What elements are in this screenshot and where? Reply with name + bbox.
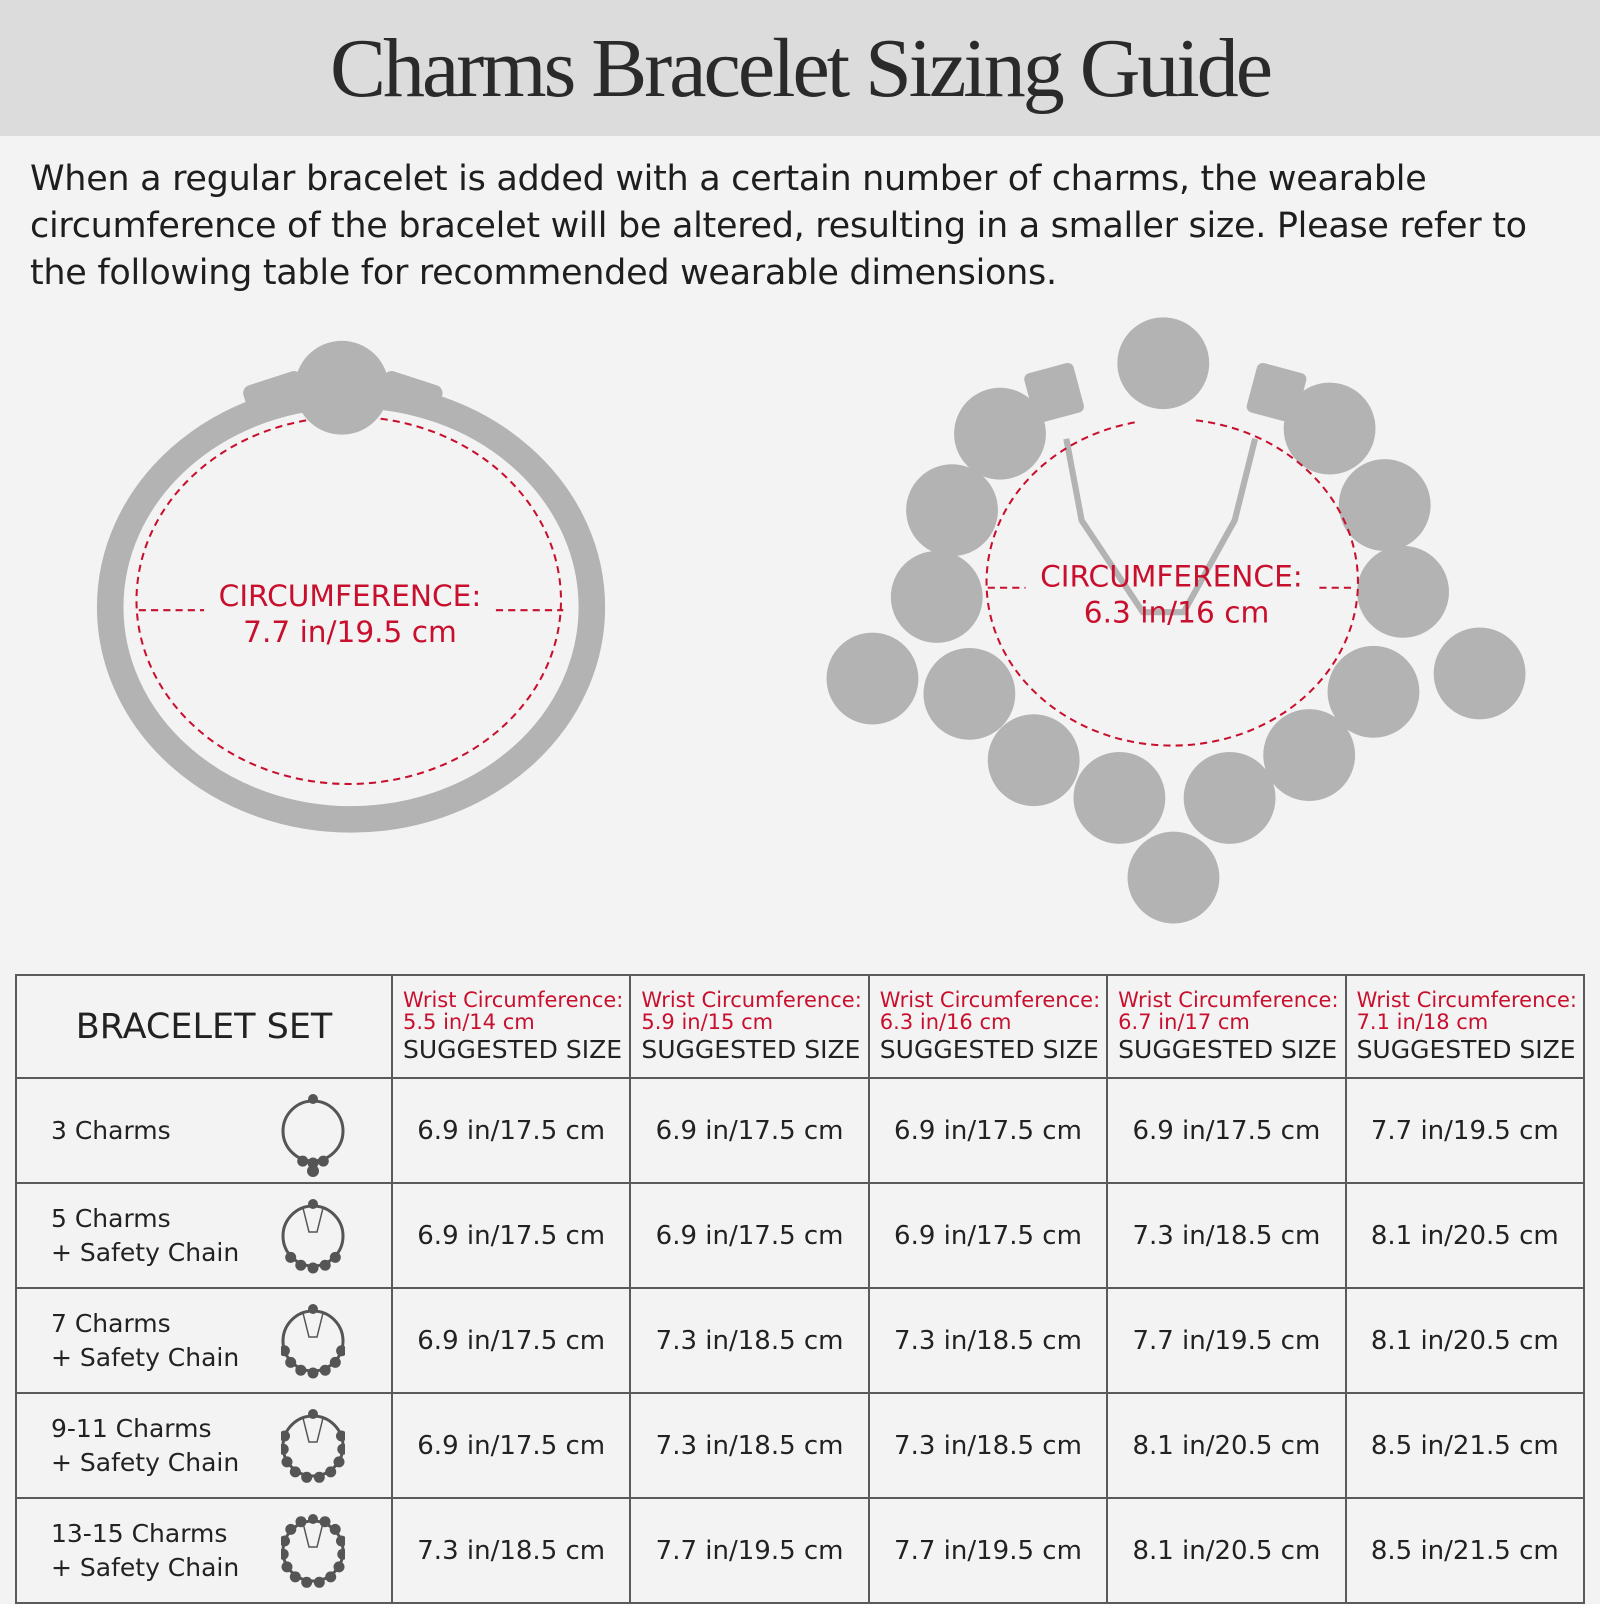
- bracelet-13-15-charms-icon: [281, 1514, 345, 1588]
- bracelet-5-charms-icon: [281, 1199, 345, 1274]
- set-name: 7 Charms: [51, 1308, 171, 1338]
- table-row: 13-15 Charms + Safety Chain 7.3 in/18.5 cm…: [15, 1497, 1586, 1604]
- table-row: 9-11 Charms + Safety Chain 6.9 in/17.5 cm 7…: [15, 1392, 1586, 1499]
- bracelet-3-charms-icon: [281, 1094, 345, 1177]
- wrist-column-header: Wrist Circumference: 5.5 in/14 cm SUGGESTE…: [390, 974, 632, 1079]
- suggested-size-cell: 8.1 in/20.5 cm: [1344, 1182, 1586, 1289]
- charmed-circumference-label: CIRCUMFERENCE:: [1040, 560, 1303, 594]
- suggested-size-cell: 6.9 in/17.5 cm: [390, 1077, 632, 1184]
- bracelet-9-11-charms-icon: [281, 1409, 345, 1483]
- suggested-size-cell: 6.9 in/17.5 cm: [867, 1077, 1109, 1184]
- intro-text: When a regular bracelet is added with a …: [30, 159, 1527, 293]
- bracelet-set-header: BRACELET SET: [15, 974, 393, 1079]
- set-sub: + Safety Chain: [51, 1237, 240, 1267]
- set-sub: + Safety Chain: [51, 1447, 240, 1477]
- bracelet-set-cell: 13-15 Charms + Safety Chain: [15, 1497, 393, 1604]
- suggested-size-cell: 7.3 in/18.5 cm: [867, 1392, 1109, 1499]
- bracelet-set-cell: 9-11 Charms + Safety Chain: [15, 1392, 393, 1499]
- suggested-size-cell: 7.3 in/18.5 cm: [1106, 1182, 1347, 1289]
- bracelet-set-cell: 5 Charms + Safety Chain: [15, 1182, 393, 1289]
- wrist-size: 6.7 in/17 cm: [1118, 1010, 1250, 1034]
- table-row: 5 Charms + Safety Chain 6.9 in/17.5 cm 6.9 …: [15, 1182, 1586, 1289]
- set-name: 9-11 Charms: [51, 1413, 212, 1443]
- plain-circumference-value: 7.7 in/19.5 cm: [243, 615, 457, 649]
- suggested-size-cell: 8.5 in/21.5 cm: [1344, 1497, 1586, 1604]
- set-sub: + Safety Chain: [51, 1342, 240, 1372]
- wrist-column-header: Wrist Circumference: 7.1 in/18 cm SUGGESTE…: [1344, 974, 1586, 1079]
- suggested-size-cell: 6.9 in/17.5 cm: [629, 1077, 870, 1184]
- suggested-size-cell: 7.3 in/18.5 cm: [867, 1287, 1109, 1394]
- sizing-table: BRACELET SET Wrist Circumference: 5.5 in/…: [15, 974, 1586, 1604]
- page-title: Charms Bracelet Sizing Guide: [329, 21, 1273, 115]
- wrist-column-header: Wrist Circumference: 6.3 in/16 cm SUGGESTE…: [867, 974, 1109, 1079]
- bracelet-7-charms-icon: [281, 1304, 345, 1379]
- wrist-size: 5.9 in/15 cm: [641, 1010, 774, 1034]
- suggested-size-cell: 8.1 in/20.5 cm: [1106, 1497, 1347, 1604]
- bracelet-set-cell: 3 Charms: [15, 1077, 393, 1184]
- wrist-label: Wrist Circumference:: [1356, 988, 1577, 1012]
- suggested-size-cell: 7.7 in/19.5 cm: [629, 1497, 870, 1604]
- bracelet-set-cell: 7 Charms + Safety Chain: [15, 1287, 393, 1394]
- set-name: 5 Charms: [51, 1203, 171, 1233]
- wrist-column-header: Wrist Circumference: 6.7 in/17 cm SUGGESTE…: [1106, 974, 1347, 1079]
- wrist-label: Wrist Circumference:: [879, 988, 1101, 1012]
- suggested-size-label: SUGGESTED SIZE: [641, 1035, 861, 1064]
- suggested-size-cell: 7.3 in/18.5 cm: [390, 1497, 632, 1604]
- plain-bracelet-illustration: CIRCUMFERENCE: 7.7 in/19.5 cm: [96, 340, 606, 833]
- set-sub: + Safety Chain: [51, 1552, 240, 1582]
- suggested-size-cell: 8.1 in/20.5 cm: [1344, 1287, 1586, 1394]
- wrist-size: 5.5 in/14 cm: [403, 1010, 535, 1034]
- suggested-size-cell: 7.3 in/18.5 cm: [629, 1392, 870, 1499]
- charmed-bracelet-illustration: CIRCUMFERENCE: 6.3 in/16 cm: [826, 317, 1526, 924]
- suggested-size-cell: 7.3 in/18.5 cm: [629, 1287, 870, 1394]
- table-row: 7 Charms + Safety Chain 6.9 in/17.5 cm 7.3 …: [15, 1287, 1586, 1394]
- suggested-size-label: SUGGESTED SIZE: [403, 1035, 623, 1064]
- wrist-label: Wrist Circumference:: [403, 988, 624, 1012]
- bracelet-illustrations: CIRCUMFERENCE: 7.7 in/19.5 cm CIRCUMFERE…: [96, 317, 1526, 924]
- wrist-label: Wrist Circumference:: [641, 988, 862, 1012]
- wrist-size: 7.1 in/18 cm: [1356, 1010, 1489, 1034]
- suggested-size-cell: 8.5 in/21.5 cm: [1344, 1392, 1586, 1499]
- suggested-size-label: SUGGESTED SIZE: [879, 1035, 1099, 1064]
- plain-circumference-label: CIRCUMFERENCE:: [219, 579, 482, 613]
- suggested-size-cell: 6.9 in/17.5 cm: [1106, 1077, 1347, 1184]
- header-banner: Charms Bracelet Sizing Guide: [0, 0, 1600, 136]
- suggested-size-cell: 6.9 in/17.5 cm: [867, 1182, 1109, 1289]
- table-header-row: BRACELET SET Wrist Circumference: 5.5 in/…: [15, 974, 1586, 1079]
- suggested-size-cell: 6.9 in/17.5 cm: [390, 1287, 632, 1394]
- wrist-size: 6.3 in/16 cm: [879, 1010, 1012, 1034]
- suggested-size-cell: 7.7 in/19.5 cm: [1344, 1077, 1586, 1184]
- table-row: 3 Charms 6.9 in/17.5 cm 6.9 in/17.5 cm 6.9 …: [15, 1077, 1586, 1184]
- suggested-size-cell: 7.7 in/19.5 cm: [1106, 1287, 1347, 1394]
- suggested-size-cell: 6.9 in/17.5 cm: [390, 1182, 632, 1289]
- suggested-size-cell: 8.1 in/20.5 cm: [1106, 1392, 1347, 1499]
- set-name: 13-15 Charms: [51, 1518, 228, 1548]
- suggested-size-label: SUGGESTED SIZE: [1118, 1035, 1338, 1064]
- wrist-column-header: Wrist Circumference: 5.9 in/15 cm SUGGESTE…: [629, 974, 870, 1079]
- suggested-size-label: SUGGESTED SIZE: [1356, 1035, 1576, 1064]
- suggested-size-cell: 7.7 in/19.5 cm: [867, 1497, 1109, 1604]
- suggested-size-cell: 6.9 in/17.5 cm: [390, 1392, 632, 1499]
- charmed-circumference-value: 6.3 in/16 cm: [1084, 595, 1269, 629]
- suggested-size-cell: 6.9 in/17.5 cm: [629, 1182, 870, 1289]
- wrist-label: Wrist Circumference:: [1118, 988, 1339, 1012]
- set-name: 3 Charms: [51, 1115, 171, 1145]
